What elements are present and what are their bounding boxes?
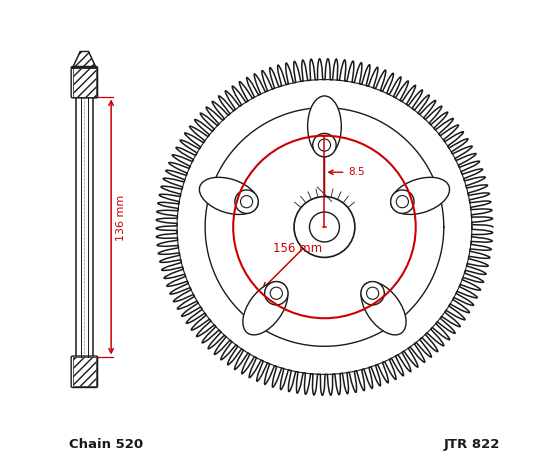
Text: 8.5: 8.5 — [348, 167, 365, 177]
Ellipse shape — [361, 282, 406, 335]
Bar — [73, 358, 96, 386]
FancyBboxPatch shape — [71, 356, 97, 388]
Circle shape — [366, 287, 379, 300]
Circle shape — [391, 190, 414, 213]
Ellipse shape — [307, 96, 341, 157]
Text: 156 mm: 156 mm — [273, 242, 323, 256]
Circle shape — [310, 212, 339, 242]
Circle shape — [319, 139, 330, 151]
Circle shape — [270, 287, 282, 300]
Text: 136 mm: 136 mm — [116, 195, 126, 241]
Text: Chain 520: Chain 520 — [69, 438, 143, 451]
FancyBboxPatch shape — [71, 66, 97, 98]
Ellipse shape — [199, 177, 258, 214]
Circle shape — [294, 197, 355, 257]
Circle shape — [361, 282, 384, 305]
Ellipse shape — [243, 282, 288, 335]
Circle shape — [312, 133, 336, 157]
Circle shape — [396, 196, 408, 208]
Text: JTR 822: JTR 822 — [444, 438, 500, 451]
Circle shape — [240, 196, 253, 208]
Bar — [76, 68, 93, 386]
Bar — [73, 68, 96, 96]
Circle shape — [265, 282, 288, 305]
Circle shape — [235, 190, 258, 213]
Ellipse shape — [391, 177, 450, 214]
